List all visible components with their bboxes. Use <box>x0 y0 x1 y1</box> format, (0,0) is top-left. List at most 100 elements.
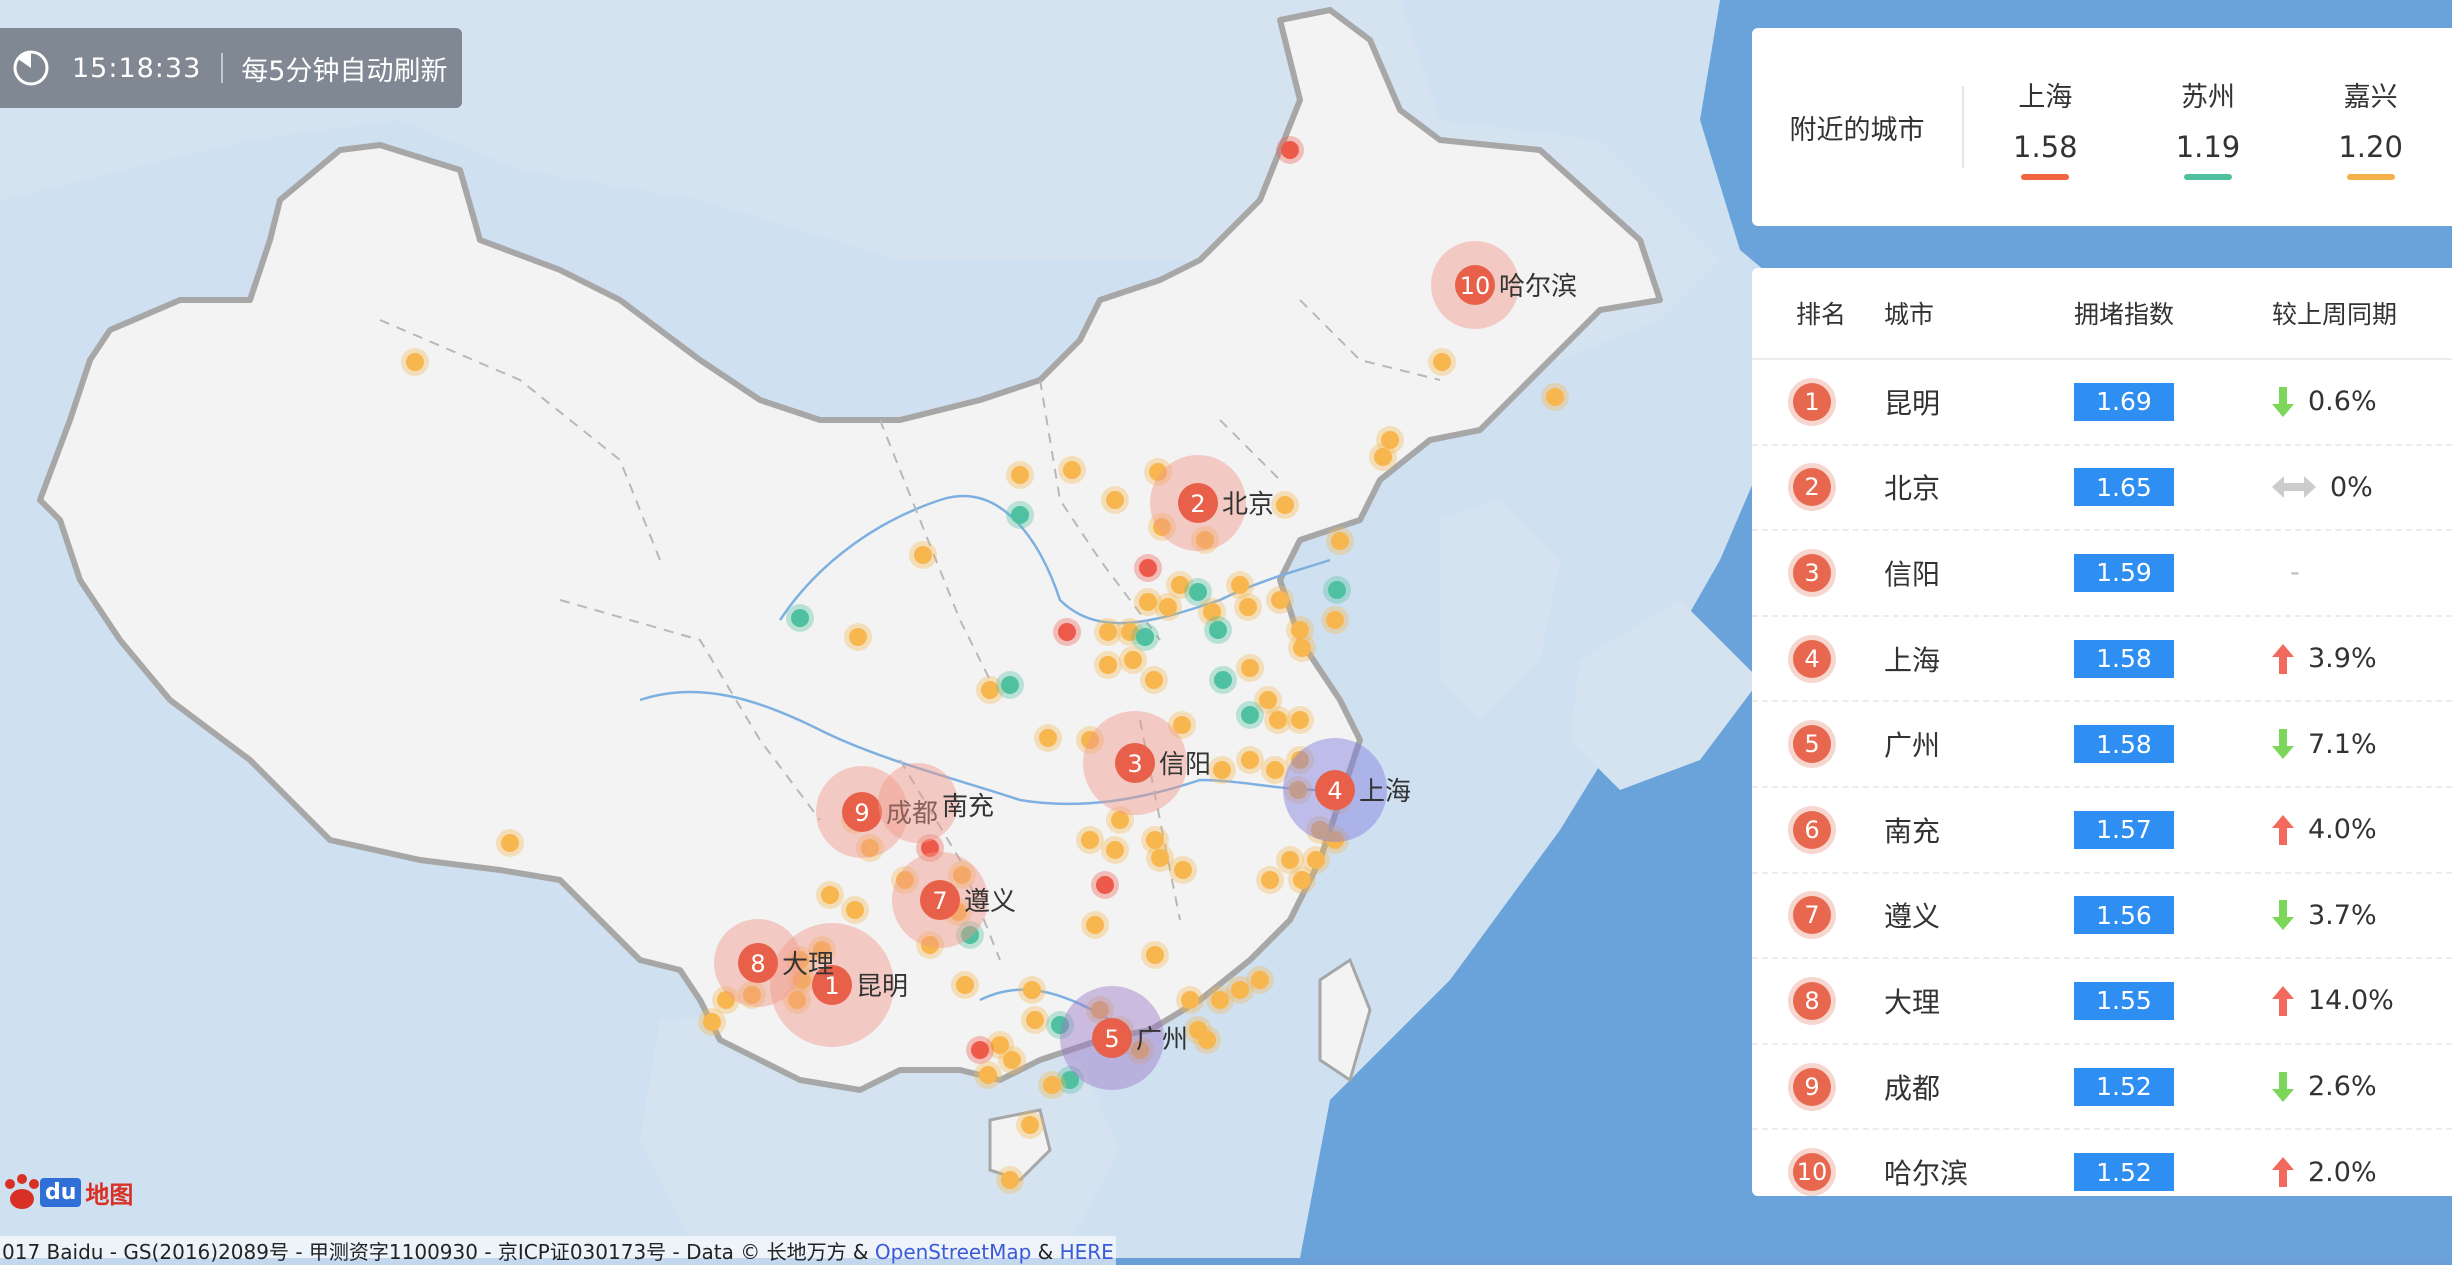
ranked-city-marker[interactable]: 1 昆明 <box>770 923 908 1047</box>
traffic-dot[interactable] <box>1061 1071 1079 1089</box>
traffic-dot[interactable] <box>1203 603 1221 621</box>
traffic-dot[interactable] <box>1374 448 1392 466</box>
traffic-dot[interactable] <box>1291 711 1309 729</box>
traffic-dot[interactable] <box>1153 518 1171 536</box>
traffic-dot[interactable] <box>956 976 974 994</box>
table-row[interactable]: 9 成都 1.52 2.6% <box>1752 1045 2452 1131</box>
traffic-dot[interactable] <box>1214 671 1232 689</box>
traffic-dot[interactable] <box>1198 1031 1216 1049</box>
traffic-dot[interactable] <box>1001 1171 1019 1189</box>
traffic-dot[interactable] <box>1189 583 1207 601</box>
traffic-dot[interactable] <box>1259 691 1277 709</box>
traffic-dot[interactable] <box>1241 706 1259 724</box>
traffic-dot[interactable] <box>961 926 979 944</box>
traffic-dot[interactable] <box>1099 623 1117 641</box>
traffic-dot[interactable] <box>1281 851 1299 869</box>
traffic-dot[interactable] <box>1096 876 1114 894</box>
traffic-dot[interactable] <box>1131 1041 1149 1059</box>
traffic-dot[interactable] <box>1051 1016 1069 1034</box>
openstreetmap-link[interactable]: OpenStreetMap <box>874 1240 1032 1264</box>
traffic-dot[interactable] <box>1139 593 1157 611</box>
traffic-dot[interactable] <box>1276 496 1294 514</box>
traffic-dot[interactable] <box>1241 659 1259 677</box>
table-row[interactable]: 7 遵义 1.56 3.7% <box>1752 874 2452 960</box>
traffic-dot[interactable] <box>1039 729 1057 747</box>
traffic-dot[interactable] <box>406 353 424 371</box>
traffic-dot[interactable] <box>1266 761 1284 779</box>
ranked-city-marker[interactable]: 8 大理 <box>714 919 834 1007</box>
traffic-dot[interactable] <box>1111 811 1129 829</box>
traffic-dot[interactable] <box>1043 1076 1061 1094</box>
traffic-dot[interactable] <box>813 941 831 959</box>
traffic-dot[interactable] <box>1546 388 1564 406</box>
traffic-dot[interactable] <box>788 991 806 1009</box>
ranked-city-marker[interactable]: 10 哈尔滨 <box>1431 241 1577 329</box>
traffic-dot[interactable] <box>1139 559 1157 577</box>
here-link[interactable]: HERE <box>1059 1240 1114 1264</box>
traffic-dot[interactable] <box>1149 463 1167 481</box>
traffic-dot[interactable] <box>1003 1051 1021 1069</box>
traffic-dot[interactable] <box>1151 849 1169 867</box>
ranked-city-marker[interactable]: 南充 <box>878 763 994 843</box>
traffic-dot[interactable] <box>1086 916 1104 934</box>
traffic-dot[interactable] <box>1293 639 1311 657</box>
traffic-dot[interactable] <box>921 936 939 954</box>
traffic-dot[interactable] <box>791 951 809 969</box>
ranked-city-marker[interactable]: 5 广州 <box>1060 986 1188 1090</box>
traffic-dot[interactable] <box>971 1041 989 1059</box>
traffic-dot[interactable] <box>793 971 811 989</box>
traffic-dot[interactable] <box>1209 621 1227 639</box>
traffic-dot[interactable] <box>1159 598 1177 616</box>
table-row[interactable]: 6 南充 1.57 4.0% <box>1752 788 2452 874</box>
traffic-dot[interactable] <box>981 681 999 699</box>
traffic-dot[interactable] <box>1001 676 1019 694</box>
traffic-dot[interactable] <box>1171 576 1189 594</box>
traffic-dot[interactable] <box>1307 851 1325 869</box>
table-row[interactable]: 8 大理 1.55 14.0% <box>1752 959 2452 1045</box>
traffic-dot[interactable] <box>1021 1116 1039 1134</box>
traffic-dot[interactable] <box>1261 871 1279 889</box>
traffic-dot[interactable] <box>1231 576 1249 594</box>
traffic-dot[interactable] <box>501 834 519 852</box>
traffic-dot[interactable] <box>921 839 939 857</box>
traffic-dot[interactable] <box>1081 731 1099 749</box>
table-row[interactable]: 2 北京 1.65 0% <box>1752 446 2452 532</box>
traffic-dot[interactable] <box>1433 353 1451 371</box>
traffic-dot[interactable] <box>1099 656 1117 674</box>
baidu-map-logo[interactable]: du 地图 <box>0 1172 133 1212</box>
table-row[interactable]: 5 广州 1.58 7.1% <box>1752 702 2452 788</box>
traffic-dot[interactable] <box>1174 861 1192 879</box>
traffic-dot[interactable] <box>1063 461 1081 479</box>
traffic-dot[interactable] <box>1291 621 1309 639</box>
traffic-dot[interactable] <box>717 991 735 1009</box>
traffic-dot[interactable] <box>1271 591 1289 609</box>
traffic-dot[interactable] <box>1106 841 1124 859</box>
traffic-dot[interactable] <box>743 986 761 1004</box>
ranked-city-marker[interactable]: 2 北京 <box>1150 455 1274 551</box>
traffic-dot[interactable] <box>1196 531 1214 549</box>
table-row[interactable]: 1 昆明 1.69 0.6% <box>1752 360 2452 446</box>
traffic-dot[interactable] <box>1241 751 1259 769</box>
nearby-city-shanghai[interactable]: 上海 1.58 <box>1965 75 2125 180</box>
traffic-dot[interactable] <box>1269 711 1287 729</box>
traffic-dot[interactable] <box>1381 431 1399 449</box>
table-row[interactable]: 4 上海 1.58 3.9% <box>1752 617 2452 703</box>
traffic-dot[interactable] <box>1146 831 1164 849</box>
traffic-dot[interactable] <box>1091 1001 1109 1019</box>
traffic-dot[interactable] <box>1293 871 1311 889</box>
traffic-dot[interactable] <box>821 886 839 904</box>
traffic-dot[interactable] <box>953 866 971 884</box>
traffic-dot[interactable] <box>1145 671 1163 689</box>
table-row[interactable]: 10 哈尔滨 1.52 2.0% <box>1752 1130 2452 1214</box>
traffic-dot[interactable] <box>1081 831 1099 849</box>
traffic-dot[interactable] <box>979 1066 997 1084</box>
traffic-dot[interactable] <box>1326 611 1344 629</box>
traffic-dot[interactable] <box>1231 981 1249 999</box>
traffic-dot[interactable] <box>1023 981 1041 999</box>
traffic-dot[interactable] <box>1291 751 1309 769</box>
traffic-dot[interactable] <box>1311 821 1329 839</box>
nearby-city-suzhou[interactable]: 苏州 1.19 <box>2128 75 2288 180</box>
traffic-dot[interactable] <box>1173 716 1191 734</box>
traffic-dot[interactable] <box>791 609 809 627</box>
traffic-dot[interactable] <box>1211 991 1229 1009</box>
